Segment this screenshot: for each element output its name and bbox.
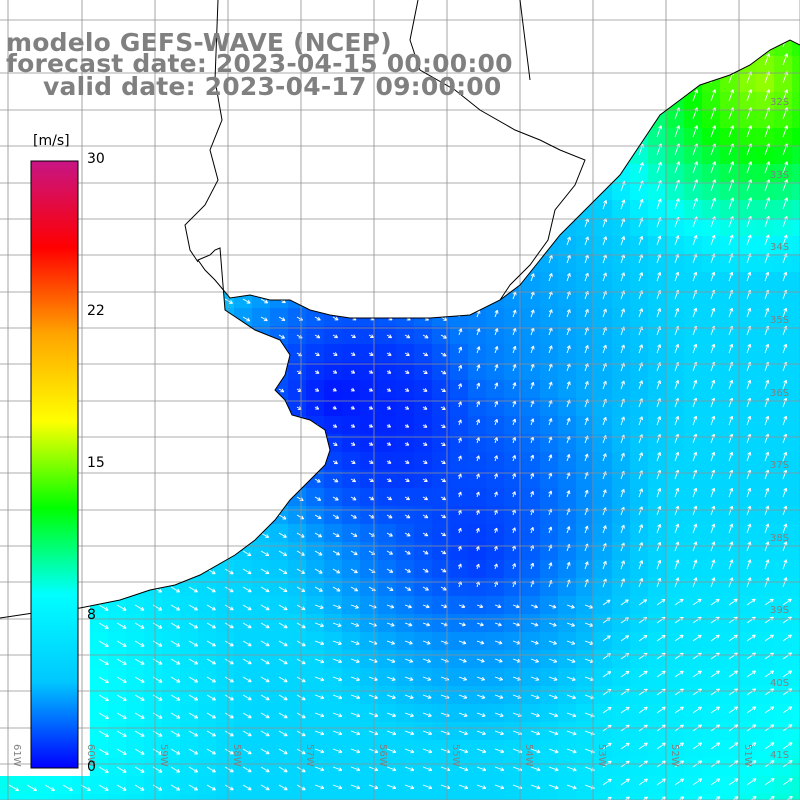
lat-label: 39S — [770, 605, 789, 616]
land-area — [0, 0, 800, 618]
colorbar-gradient — [30, 160, 79, 769]
forecast-date: forecast date: 2023-04-15 00:00:00 — [6, 49, 513, 78]
valid-date: valid date: 2023-04-17 09:00:00 — [43, 72, 502, 101]
lon-label: 61W — [11, 744, 22, 767]
lon-label: 59W — [158, 744, 169, 767]
lat-label: 34S — [770, 242, 789, 253]
lat-label: 40S — [770, 678, 789, 689]
lon-label: 57W — [304, 744, 315, 767]
lat-label: 37S — [770, 460, 789, 471]
lat-label: 36S — [770, 388, 789, 399]
colorbar-tick-30: 30 — [87, 151, 105, 167]
coastline — [0, 0, 800, 619]
latitude-labels: 32S 33S 34S 35S 36S 37S 38S 39S 40S 41S — [770, 97, 789, 761]
lon-label: 60W — [85, 744, 96, 767]
lat-label: 32S — [770, 97, 789, 108]
lat-label: 41S — [770, 750, 789, 761]
lat-label: 33S — [770, 170, 789, 181]
lon-label: 56W — [377, 744, 388, 767]
lon-label: 54W — [523, 744, 534, 767]
lon-label: 52W — [669, 744, 680, 767]
lon-label: 53W — [596, 744, 607, 767]
lon-label: 55W — [450, 744, 461, 767]
lat-label: 38S — [770, 533, 789, 544]
colorbar-tick-0: 0 — [87, 759, 96, 775]
colorbar-tick-15: 15 — [87, 455, 105, 471]
model-title: modelo GEFS-WAVE (NCEP) — [6, 28, 392, 57]
lon-label: 51W — [742, 744, 753, 767]
longitude-labels: 61W 60W 59W 58W 57W 56W 55W 54W 53W 52W 51W — [11, 744, 753, 767]
colorbar-tick-8: 8 — [87, 607, 96, 623]
lon-label: 58W — [231, 744, 242, 767]
lat-label: 35S — [770, 315, 789, 326]
colorbar-tick-22: 22 — [87, 303, 105, 319]
colorbar-unit: [m/s] — [33, 133, 70, 149]
